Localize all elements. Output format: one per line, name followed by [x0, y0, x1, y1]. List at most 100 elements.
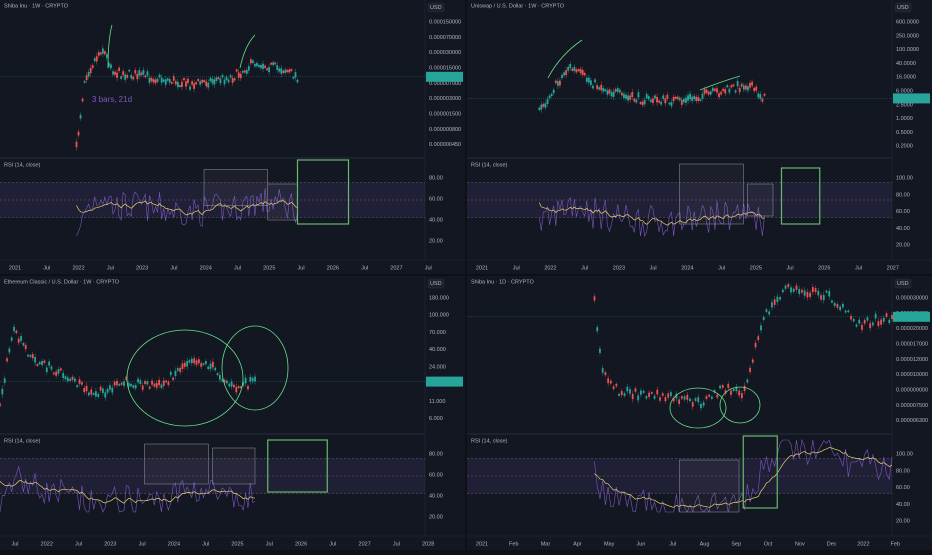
candle-body	[625, 94, 627, 99]
candle-body	[649, 99, 652, 102]
candle-body	[727, 383, 730, 388]
candle-body	[607, 378, 610, 384]
candle-body	[714, 88, 716, 91]
time-tick-label: Jul	[107, 265, 114, 271]
candle-body	[223, 379, 226, 383]
rsi-tick-label: 60.00	[429, 472, 443, 478]
chart-title: Uniswap / U.S. Dollar · 1W · CRYPTO	[471, 3, 565, 9]
candle-body	[223, 79, 226, 85]
candle-body	[125, 376, 128, 380]
time-tick-label: Sep	[731, 541, 741, 547]
price-tick-label: 0.000015000	[429, 65, 461, 71]
currency-button[interactable]	[427, 278, 445, 289]
candle-body	[59, 368, 62, 371]
candle-body	[581, 70, 584, 75]
candle-body	[93, 58, 96, 62]
time-tick-label: Jul	[393, 541, 400, 547]
candle-body	[240, 386, 242, 388]
currency-button[interactable]	[427, 2, 445, 13]
candle-body	[598, 87, 601, 90]
drawing-stroke	[699, 75, 741, 91]
price-tick-label: 0.000150000	[429, 19, 461, 25]
candle-body	[699, 99, 702, 101]
candle-body	[571, 68, 574, 71]
price-tick-label: 250.0000	[896, 33, 919, 39]
candle-body	[83, 388, 86, 393]
candle-body	[736, 80, 739, 87]
candle-body	[612, 91, 615, 97]
candle-body	[602, 87, 605, 92]
candle-body	[716, 394, 719, 398]
candle-body	[268, 67, 271, 73]
candle-body	[745, 85, 747, 90]
candle-body	[78, 379, 81, 384]
candle-body	[561, 74, 563, 79]
candle-body	[639, 102, 642, 104]
candle-body	[183, 78, 185, 81]
candle-body	[235, 386, 238, 393]
candle-body	[41, 360, 44, 366]
candle-body	[185, 81, 187, 87]
candle-body	[779, 297, 781, 300]
candle-body	[278, 68, 281, 72]
candle-body	[828, 291, 831, 297]
candle-body	[604, 89, 607, 92]
candle-body	[751, 359, 754, 363]
candle-body	[174, 81, 177, 85]
rsi-tick-label: 20.00	[896, 243, 910, 249]
drawing-ellipse	[221, 325, 289, 411]
candle-body	[79, 114, 82, 119]
time-tick-label: 2021	[9, 265, 21, 271]
candle-body	[882, 317, 885, 322]
candle-body	[201, 79, 204, 83]
candle-body	[103, 51, 106, 55]
candle-body	[546, 99, 549, 104]
currency-button[interactable]	[894, 2, 912, 13]
candle-body	[869, 323, 872, 329]
candle-body	[604, 372, 607, 376]
candle-body	[108, 63, 110, 67]
candle-body	[660, 101, 663, 105]
candle-body	[203, 80, 206, 83]
time-tick-label: Jul	[361, 265, 368, 271]
candle-body	[249, 377, 252, 382]
candle-body	[709, 91, 712, 95]
price-tick-label: 100.000	[429, 313, 449, 319]
rsi-tick-label: 20.00	[896, 519, 910, 525]
candle-body	[164, 79, 167, 85]
candle-body	[637, 92, 640, 98]
candle-body	[118, 67, 120, 71]
candle-body	[85, 75, 88, 81]
candle-body	[668, 102, 671, 105]
candle-body	[150, 77, 153, 82]
candle-body	[672, 398, 675, 402]
candle-body	[227, 79, 230, 83]
rsi-tick-label: 100.00	[896, 451, 913, 457]
time-tick-label: Jul	[234, 265, 241, 271]
candle-body	[659, 397, 661, 401]
candle-body	[249, 59, 252, 64]
rsi-tick-label: 80.00	[429, 451, 443, 457]
candle-body	[751, 81, 754, 86]
rsi-line	[539, 196, 765, 237]
price-tick-label: 0.000010000	[896, 372, 928, 378]
time-tick-label: Nov	[795, 541, 805, 547]
candle-body	[647, 96, 650, 100]
rsi-tick-label: 80.00	[896, 192, 910, 198]
candle-body	[650, 392, 653, 394]
candle-body	[616, 88, 619, 92]
candle-body	[740, 393, 743, 399]
price-badge	[426, 376, 463, 387]
candle-body	[101, 48, 104, 54]
price-badge	[893, 93, 930, 104]
candle-body	[798, 289, 801, 294]
price-tick-label: 1.0000	[896, 116, 913, 122]
currency-button[interactable]	[894, 278, 912, 289]
candle-body	[678, 399, 681, 404]
price-tick-label: 0.5000	[896, 130, 913, 136]
candle-body	[170, 82, 173, 84]
time-tick-label: 2025	[231, 541, 243, 547]
candle-body	[556, 81, 559, 86]
candle-body	[294, 72, 297, 78]
candle-body	[138, 70, 141, 76]
